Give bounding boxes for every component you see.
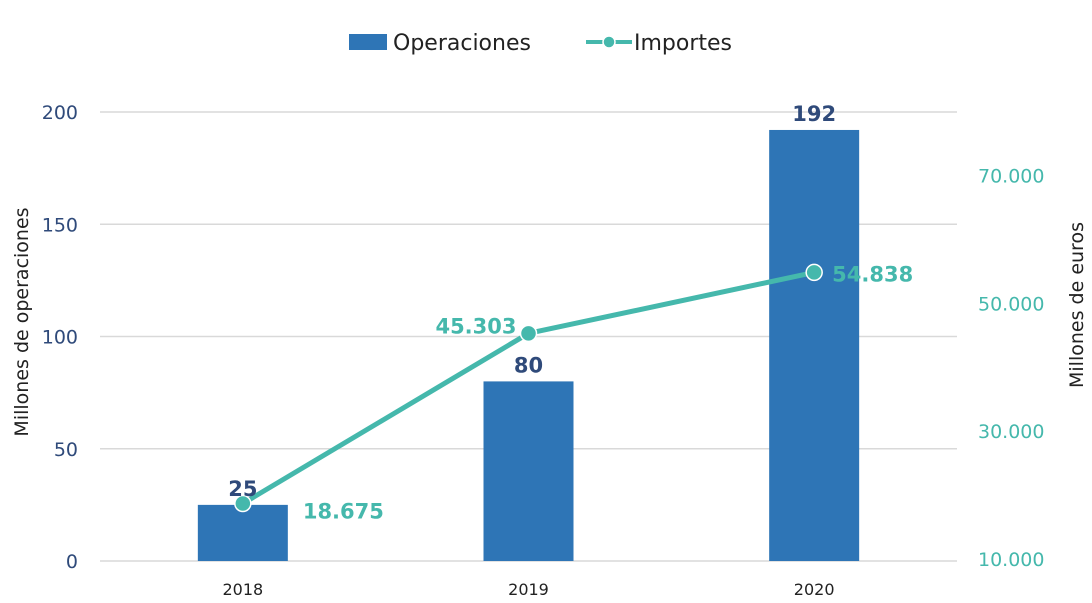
- line-series-importes: [234, 263, 823, 513]
- left-tick-label: 0: [66, 551, 78, 573]
- x-tick-label: 2019: [508, 580, 549, 599]
- line-marker: [234, 494, 252, 513]
- line-value-label: 45.303: [435, 314, 516, 338]
- data-labels: 25 80 192 18.675 45.303 54.838: [228, 102, 913, 524]
- line-value-label: 54.838: [832, 262, 913, 286]
- line-value-label: 18.675: [303, 500, 384, 524]
- legend: Operaciones Importes: [349, 31, 732, 56]
- left-tick-label: 150: [42, 214, 78, 236]
- right-axis: 10.000 30.000 50.000 70.000: [978, 166, 1044, 572]
- right-tick-label: 10.000: [978, 549, 1044, 571]
- right-tick-label: 30.000: [978, 421, 1044, 443]
- y-axis-title-right: Millones de euros: [1066, 222, 1088, 388]
- bar: [769, 129, 860, 561]
- x-axis: 2018 2019 2020: [222, 580, 834, 599]
- left-tick-label: 100: [42, 327, 78, 349]
- legend-label-operaciones: Operaciones: [393, 31, 531, 56]
- left-tick-label: 50: [54, 439, 78, 461]
- x-tick-label: 2020: [794, 580, 835, 599]
- legend-label-importes: Importes: [634, 31, 732, 56]
- bar: [483, 381, 574, 561]
- bar-value-label: 80: [514, 353, 543, 377]
- legend-swatch-importes-marker: [602, 35, 616, 49]
- legend-swatch-operaciones: [349, 34, 387, 50]
- x-tick-label: 2018: [222, 580, 263, 599]
- line-marker: [519, 324, 538, 343]
- y-axis-title-left: Millones de operaciones: [11, 207, 33, 436]
- bar-series-operaciones: [197, 129, 860, 561]
- bar-value-label: 25: [228, 477, 257, 501]
- right-tick-label: 70.000: [978, 166, 1044, 188]
- right-tick-label: 50.000: [978, 293, 1044, 315]
- bar: [197, 504, 288, 561]
- left-tick-label: 200: [42, 102, 78, 124]
- bar-value-label: 192: [792, 102, 836, 126]
- left-axis: 0 50 100 150 200: [42, 102, 78, 573]
- line-marker: [805, 263, 823, 282]
